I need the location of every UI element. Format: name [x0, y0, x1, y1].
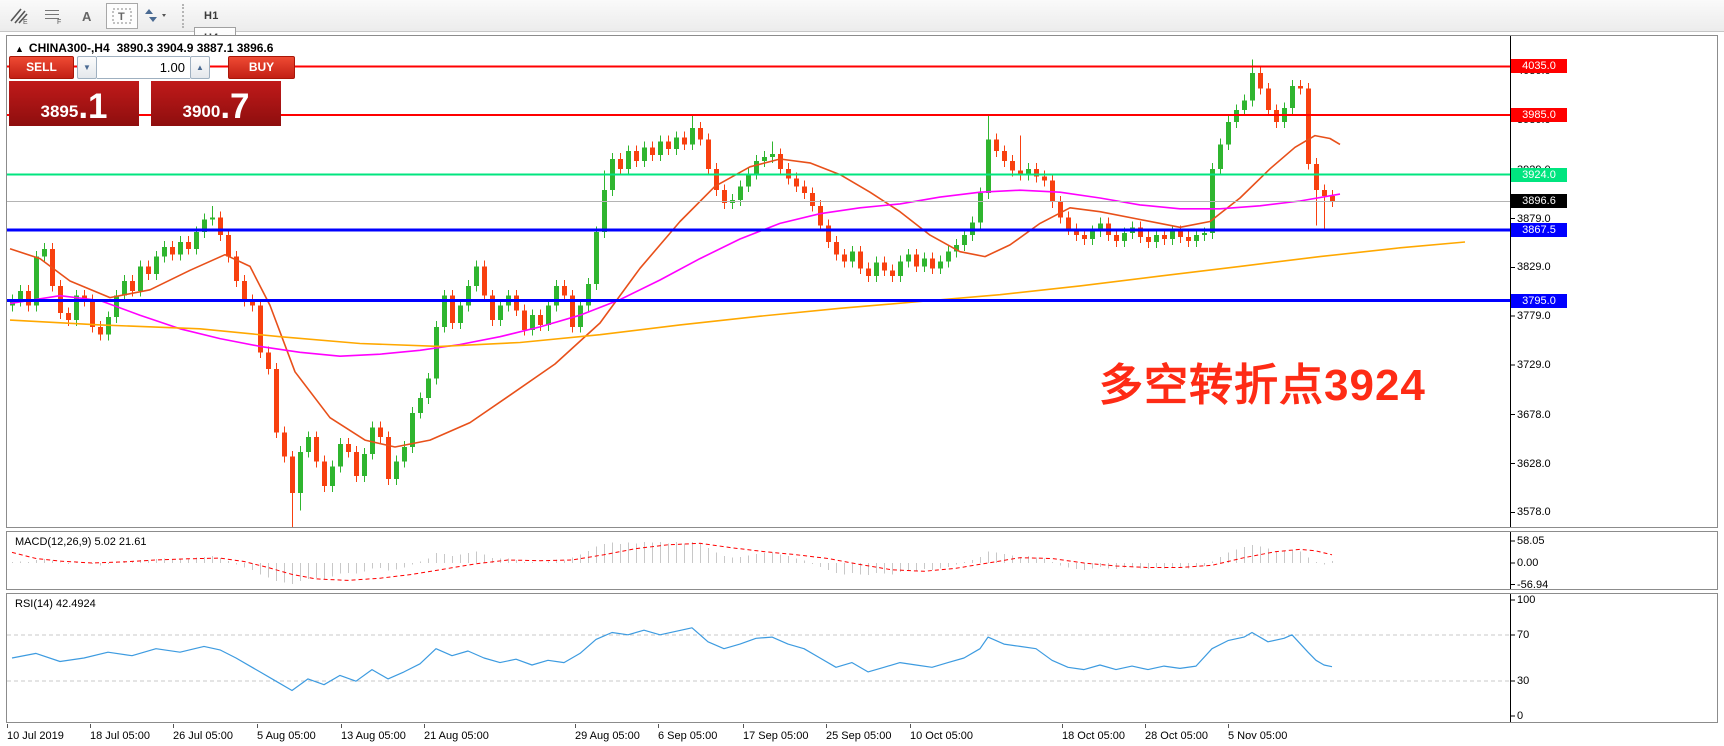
price-tick-label: 3729.0	[1517, 358, 1551, 371]
time-axis-label: 18 Jul 05:00	[90, 730, 150, 742]
timeframe-button-H1[interactable]: H1	[204, 9, 219, 22]
macd-label: MACD(12,26,9) 5.02 21.61	[15, 536, 147, 548]
symbol-label: CHINA300-,H4	[28, 41, 110, 55]
sell-price-box[interactable]: 3895.1	[9, 81, 139, 126]
time-tick	[7, 724, 8, 728]
volume-decrease-button[interactable]: ▼	[77, 56, 97, 79]
time-axis-label: 18 Oct 05:00	[1062, 730, 1125, 742]
price-tick-label: 3980.0	[1517, 113, 1551, 126]
text-label-icon[interactable]: A	[72, 3, 104, 29]
rsi-plot	[7, 594, 1515, 722]
svg-text:T: T	[118, 11, 125, 23]
time-axis-label: 25 Sep 05:00	[826, 730, 892, 742]
buy-price-box[interactable]: 3900.7	[151, 81, 281, 126]
volume-increase-button[interactable]: ▲	[190, 56, 210, 79]
time-axis-label: 10 Jul 2019	[7, 730, 64, 742]
svg-text:F: F	[57, 19, 61, 25]
time-axis-label: 21 Aug 05:00	[424, 730, 489, 742]
toolbar-separator	[182, 3, 188, 28]
macd-tick-label: 58.05	[1517, 534, 1545, 547]
indicators-hatch-icon[interactable]: E	[4, 3, 36, 29]
grid-icon[interactable]: F	[38, 3, 70, 29]
price-tick-label: 3578.0	[1517, 506, 1551, 519]
sell-button[interactable]: SELL	[9, 56, 74, 79]
sell-price-pip: .1	[78, 87, 108, 126]
time-tick	[90, 724, 91, 728]
time-axis-label: 13 Aug 05:00	[341, 730, 406, 742]
macd-tick-label: -56.94	[1517, 578, 1549, 591]
time-axis-label: 26 Jul 05:00	[173, 730, 233, 742]
rsi-label: RSI(14) 42.4924	[15, 598, 96, 610]
rsi-tick-label: 100	[1517, 594, 1536, 606]
time-tick	[658, 724, 659, 728]
rsi-panel: 100 70 30 0 RSI(14) 42.4924	[6, 593, 1718, 723]
svg-text:A: A	[82, 9, 92, 24]
price-badge: 3896.6	[1511, 194, 1567, 209]
time-tick	[173, 724, 174, 728]
price-tick-label: 3678.0	[1517, 408, 1551, 421]
price-badge: 3795.0	[1511, 293, 1567, 308]
time-tick	[826, 724, 827, 728]
time-tick	[341, 724, 342, 728]
price-badge: 3924.0	[1511, 167, 1567, 182]
candlestick-plot	[7, 36, 1515, 527]
one-click-trade-panel: SELL ▼ ▲ BUY 3895.1 3900.7	[9, 56, 295, 126]
macd-tick-label: 0.00	[1517, 557, 1539, 569]
rsi-tick-label: 30	[1517, 675, 1530, 688]
macd-plot	[11, 532, 1515, 589]
time-tick	[257, 724, 258, 728]
time-tick	[424, 724, 425, 728]
time-axis: 10 Jul 2019 18 Jul 05:00 26 Jul 05:00 5 Aug…	[6, 724, 1718, 746]
time-axis-label: 10 Oct 05:00	[910, 730, 973, 742]
arrange-objects-icon[interactable]	[140, 3, 172, 29]
time-axis-label: 5 Aug 05:00	[257, 730, 316, 742]
price-badge: 3985.0	[1511, 108, 1567, 123]
time-axis-label: 6 Sep 05:00	[658, 730, 718, 742]
time-axis-label: 28 Oct 05:00	[1145, 730, 1208, 742]
time-tick	[1062, 724, 1063, 728]
price-tick-label: 3829.0	[1517, 261, 1551, 274]
buy-price-main: 3900	[182, 102, 221, 121]
time-axis-label: 17 Sep 05:00	[743, 730, 809, 742]
volume-input[interactable]	[97, 56, 190, 79]
price-badge: 3867.5	[1511, 222, 1567, 237]
one-click-trading-toggle-icon[interactable]: ▲	[15, 44, 24, 54]
time-tick	[1145, 724, 1146, 728]
time-tick	[575, 724, 576, 728]
price-tick-label: 3929.0	[1517, 163, 1551, 176]
svg-text:E: E	[23, 19, 28, 25]
main-chart-panel: 4030.0 3980.0 3929.0 3879.0 3829.0 3779.0 3729…	[6, 35, 1718, 528]
price-tick-label: 3779.0	[1517, 310, 1551, 323]
time-axis-label: 29 Aug 05:00	[575, 730, 640, 742]
buy-price-pip: .7	[220, 87, 250, 126]
price-tick-label: 3628.0	[1517, 457, 1551, 470]
price-tick-label: 4030.0	[1517, 65, 1551, 78]
chart-text-annotation: 多空转折点3924	[1099, 361, 1426, 410]
ohlc-values: 3890.3 3904.9 3887.1 3896.6	[116, 41, 274, 55]
price-badge: 4035.0	[1511, 59, 1567, 74]
rsi-tick-label: 70	[1517, 628, 1530, 641]
text-box-icon[interactable]: T	[106, 2, 138, 29]
time-tick	[743, 724, 744, 728]
time-axis-label: 5 Nov 05:00	[1228, 730, 1288, 742]
sell-price-main: 3895	[40, 102, 79, 121]
time-tick	[910, 724, 911, 728]
chart-title: ▲ CHINA300-,H4 3890.3 3904.9 3887.1 3896.6	[15, 41, 273, 55]
toolbar: E F A T M1M5M15M30H1H4D1W1MN	[0, 0, 1724, 110]
buy-button[interactable]: BUY	[228, 56, 295, 79]
rsi-tick-label: 0	[1517, 710, 1524, 722]
macd-panel: 58.05 0.00 -56.94 MACD(12,26,9) 5.02 21.61	[6, 531, 1718, 591]
time-tick	[1228, 724, 1229, 728]
price-tick-label: 3879.0	[1517, 212, 1551, 225]
